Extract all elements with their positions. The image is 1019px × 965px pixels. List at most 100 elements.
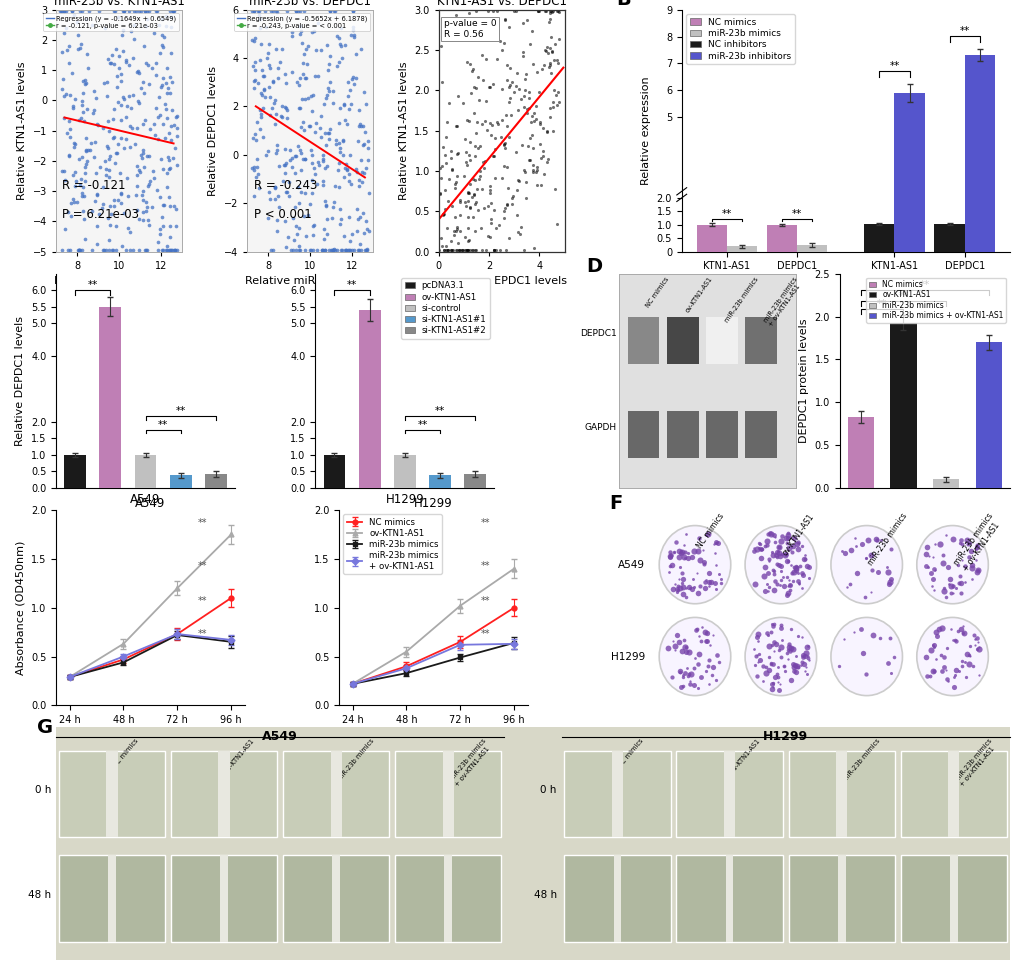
Point bbox=[520, 100, 536, 116]
Point bbox=[446, 180, 463, 196]
Point bbox=[254, 62, 270, 77]
Point bbox=[283, 159, 300, 175]
Text: NC mimics: NC mimics bbox=[112, 738, 140, 769]
Point bbox=[125, 87, 142, 102]
Point bbox=[354, 175, 370, 190]
Point bbox=[60, 39, 76, 54]
Point bbox=[112, 165, 128, 180]
Point bbox=[140, 57, 156, 72]
Point bbox=[317, 160, 333, 176]
X-axis label: H1299: H1299 bbox=[385, 493, 424, 507]
Point bbox=[97, 153, 113, 169]
Point bbox=[475, 154, 491, 170]
Point bbox=[119, 170, 136, 185]
Ellipse shape bbox=[830, 618, 902, 696]
Point bbox=[96, 75, 112, 91]
Point bbox=[449, 235, 466, 251]
Point bbox=[524, 57, 540, 72]
Point bbox=[493, 82, 510, 97]
Point bbox=[73, 110, 90, 125]
Point bbox=[98, 242, 114, 258]
Point bbox=[246, 73, 262, 89]
Point bbox=[538, 4, 554, 19]
Point bbox=[294, 115, 311, 130]
Point bbox=[344, 19, 361, 35]
Point bbox=[489, 114, 505, 129]
Point bbox=[355, 206, 371, 221]
Point bbox=[248, 132, 264, 148]
Point bbox=[296, 46, 312, 62]
Point bbox=[68, 173, 85, 188]
Point bbox=[448, 219, 465, 234]
Bar bbox=[171, 751, 277, 837]
Point bbox=[513, 91, 529, 106]
Point bbox=[534, 149, 550, 164]
Point bbox=[74, 179, 91, 195]
Point bbox=[546, 83, 562, 98]
Text: miR-23b mimics: miR-23b mimics bbox=[841, 738, 880, 783]
Point bbox=[291, 77, 308, 93]
Point bbox=[113, 66, 129, 81]
Point bbox=[443, 242, 460, 258]
Point bbox=[503, 197, 520, 212]
Point bbox=[442, 242, 459, 258]
Point bbox=[538, 124, 554, 139]
Point bbox=[150, 242, 166, 258]
Point bbox=[260, 210, 276, 226]
Point bbox=[434, 207, 450, 222]
Point bbox=[260, 144, 276, 159]
Point bbox=[303, 88, 319, 103]
Point bbox=[247, 72, 263, 88]
Point bbox=[534, 121, 550, 136]
Title: A549: A549 bbox=[136, 497, 165, 510]
Point bbox=[58, 20, 74, 36]
Bar bbox=[220, 855, 228, 942]
Point bbox=[79, 60, 96, 75]
Bar bbox=[744, 317, 776, 364]
Point bbox=[294, 152, 311, 167]
Point bbox=[256, 89, 272, 104]
Text: **: ** bbox=[198, 561, 207, 570]
Point bbox=[487, 242, 503, 258]
Bar bbox=[974, 343, 1001, 488]
Point bbox=[163, 119, 179, 134]
Point bbox=[357, 96, 373, 112]
Point bbox=[315, 178, 331, 193]
Point bbox=[128, 202, 145, 217]
Point bbox=[468, 125, 484, 141]
Point bbox=[488, 4, 504, 19]
Point bbox=[348, 164, 365, 179]
Point bbox=[68, 195, 85, 210]
Point bbox=[87, 134, 103, 150]
Point bbox=[539, 152, 555, 167]
Point bbox=[290, 100, 307, 116]
Point bbox=[333, 211, 350, 227]
Point bbox=[356, 165, 372, 180]
Point bbox=[436, 181, 452, 197]
Point bbox=[297, 70, 313, 86]
Point bbox=[244, 160, 260, 176]
Point bbox=[468, 194, 484, 209]
Point bbox=[448, 221, 465, 236]
Point bbox=[284, 65, 301, 80]
Point bbox=[515, 15, 531, 31]
Point bbox=[82, 143, 98, 158]
Point bbox=[479, 123, 495, 138]
Point bbox=[163, 132, 179, 148]
Point bbox=[493, 112, 510, 127]
Point bbox=[464, 208, 480, 224]
Point bbox=[132, 147, 149, 162]
Point bbox=[322, 3, 338, 18]
Point bbox=[164, 151, 180, 166]
Point bbox=[469, 114, 485, 129]
Point bbox=[350, 133, 366, 149]
Point bbox=[108, 145, 124, 160]
Point bbox=[137, 242, 153, 258]
Point bbox=[157, 8, 173, 23]
Point bbox=[543, 43, 559, 59]
Point bbox=[252, 53, 268, 69]
Point bbox=[491, 34, 507, 49]
Point bbox=[144, 60, 160, 75]
Point bbox=[467, 196, 483, 211]
Point bbox=[304, 186, 320, 202]
